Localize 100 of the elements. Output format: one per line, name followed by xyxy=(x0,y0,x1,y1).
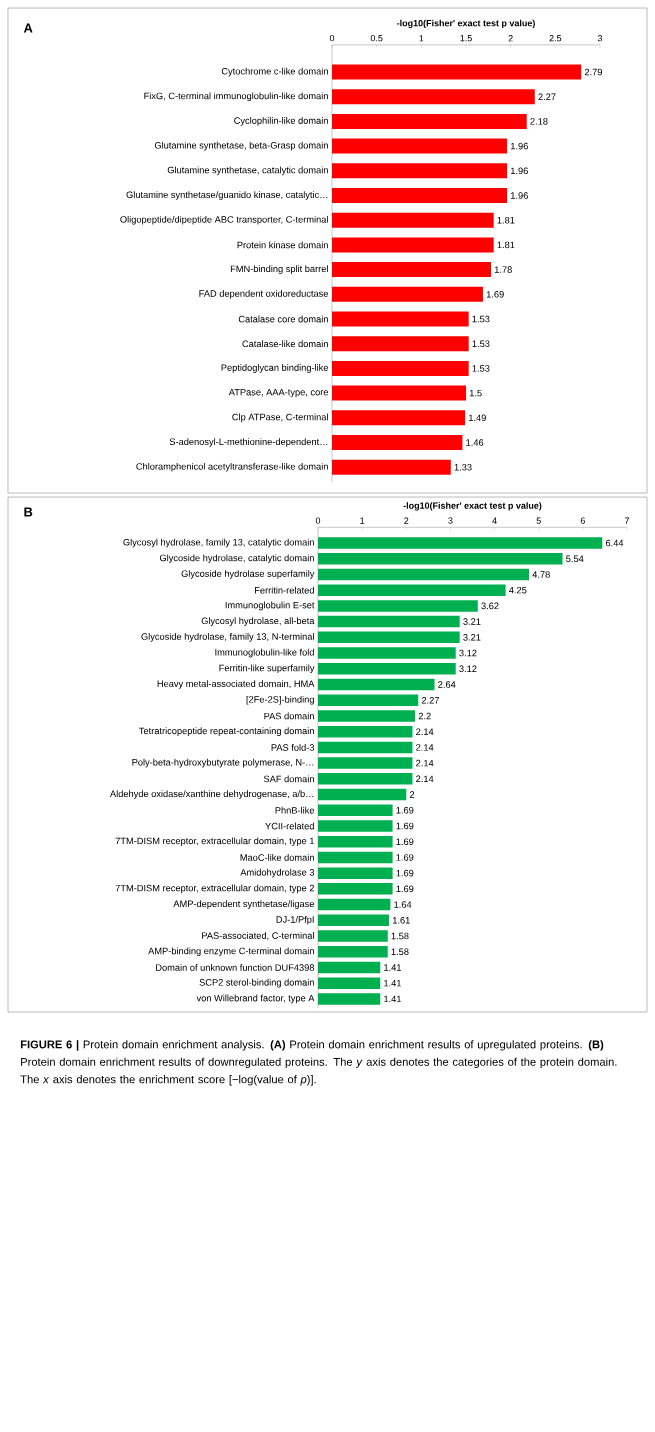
y-tick-label: Cytochrome c-like domain xyxy=(221,67,328,77)
data-label: 3.62 xyxy=(481,602,499,610)
data-label: 3.12 xyxy=(459,649,477,657)
data-label: 2.64 xyxy=(438,681,456,688)
x-tick-label: 0 xyxy=(315,517,321,524)
y-tick-label: S-adenosyl-L-methionine-dependent… xyxy=(169,438,328,447)
x-tick-label: 1 xyxy=(360,517,365,524)
bar xyxy=(318,820,393,832)
x-tick-label: 1 xyxy=(419,35,424,42)
text: B xyxy=(24,507,33,517)
bar xyxy=(318,883,393,895)
data-label: 1.53 xyxy=(472,340,490,347)
y-tick-label: Tetratricopeptide repeat-containing domain xyxy=(139,727,314,736)
data-label: 1.61 xyxy=(392,917,410,924)
y-tick-label: Chloramphenicol acetyltransferase-like domain xyxy=(136,462,328,472)
data-label: 1.49 xyxy=(469,414,486,422)
data-label: 1.58 xyxy=(391,932,409,940)
y-tick-label: SCP2 sterol-binding domain xyxy=(199,978,314,988)
data-label: 6.44 xyxy=(605,539,624,547)
bar xyxy=(318,757,413,769)
bar xyxy=(332,89,535,105)
data-label: 1.96 xyxy=(510,167,528,175)
data-label: 1.81 xyxy=(497,216,515,224)
y-tick-label: Glycoside hydrolase, catalytic domain xyxy=(159,554,314,564)
y-tick-label: 7TM-DISM receptor, extracellular domain, type 1 xyxy=(115,837,315,847)
data-label: 1.81 xyxy=(497,241,515,249)
bar xyxy=(332,410,466,426)
data-label: 4.78 xyxy=(532,571,550,578)
bar xyxy=(318,678,435,691)
data-label: 1.69 xyxy=(396,822,414,830)
bar xyxy=(318,788,407,801)
y-tick-label: Glycosyl hydrolase, family 13, catalytic domain xyxy=(123,538,314,548)
data-label: 2.27 xyxy=(421,696,439,704)
bar xyxy=(318,694,419,706)
bar xyxy=(318,773,413,785)
data-label: 1.78 xyxy=(494,266,512,273)
data-label: 1.58 xyxy=(391,948,409,956)
data-label: 1.33 xyxy=(454,463,472,471)
y-tick-label: von Willebrand factor, type A xyxy=(196,994,315,1004)
y-tick-label: Glutamine synthetase/guanido kinase, catalytic… xyxy=(126,191,328,200)
bar xyxy=(332,262,492,278)
data-label: 1.53 xyxy=(472,315,490,323)
y-tick-label: Immunoglobulin-like fold xyxy=(215,648,314,658)
data-label: 2.27 xyxy=(538,93,556,100)
data-label: 1.46 xyxy=(466,439,484,446)
y-tick-label: Heavy metal-associated domain, HMA xyxy=(157,680,315,689)
data-label: 1.96 xyxy=(510,142,528,150)
data-label: 2.14 xyxy=(416,728,434,735)
y-tick-label: FixG, C-terminal immunoglobulin-like domain xyxy=(144,92,328,102)
y-tick-label: [2Fe-2S]-binding xyxy=(246,695,314,705)
bar xyxy=(332,113,527,129)
bar xyxy=(318,961,381,974)
bar xyxy=(318,647,456,659)
bar xyxy=(318,600,478,612)
y-tick-label: Immunoglobulin E-set xyxy=(225,601,315,611)
bar xyxy=(318,552,563,565)
y-tick-label: ATPase, AAA-type, core xyxy=(228,388,329,398)
data-label: 1.96 xyxy=(510,192,528,199)
bar xyxy=(318,835,393,848)
bar xyxy=(332,336,469,352)
x-tick-label: 6 xyxy=(580,517,585,524)
y-tick-label: Peptidoglycan binding-like xyxy=(221,364,329,373)
x-axis-title: -log10(Fisher' exact test p value) xyxy=(397,19,535,29)
y-tick-label: PAS domain xyxy=(264,712,314,720)
bar xyxy=(318,867,393,879)
bar xyxy=(332,237,494,253)
bar xyxy=(318,977,381,989)
y-tick-label: Cyclophilin-like domain xyxy=(234,117,328,126)
x-tick-label: 2 xyxy=(508,35,513,42)
y-tick-label: Ferritin-like superfamily xyxy=(219,664,315,674)
y-tick-label: Amidohydrolase 3 xyxy=(240,868,315,878)
data-label: 3.21 xyxy=(463,634,481,641)
data-label: 1.69 xyxy=(396,869,414,877)
y-tick-label: PhnB-like xyxy=(275,806,315,814)
data-label: 2.14 xyxy=(416,775,434,783)
x-tick-label: 3 xyxy=(448,517,453,524)
bar xyxy=(318,898,391,911)
data-label: 1.69 xyxy=(396,838,414,845)
bar xyxy=(332,138,508,154)
y-tick-label: Protein kinase domain xyxy=(237,241,328,249)
y-tick-label: Clp ATPase, C-terminal xyxy=(232,413,328,423)
bar xyxy=(332,212,494,228)
bar xyxy=(332,286,483,302)
bar xyxy=(318,631,460,644)
bar xyxy=(318,993,381,1005)
y-tick-label: Glycoside hydrolase, family 13, N-terminal xyxy=(141,633,314,642)
y-tick-label: PAS fold-3 xyxy=(271,743,315,751)
bar xyxy=(318,663,456,675)
x-tick-label: 0 xyxy=(329,34,335,42)
bar xyxy=(318,615,460,628)
y-tick-label: SAF domain xyxy=(263,775,314,783)
y-tick-label: Domain of unknown function DUF4398 xyxy=(156,964,315,971)
y-tick-label: Glutamine synthetase, catalytic domain xyxy=(167,166,328,176)
x-tick-label: 7 xyxy=(624,517,630,524)
bar xyxy=(318,741,413,754)
bar xyxy=(332,360,469,376)
x-tick-label: 0.5 xyxy=(370,34,383,42)
data-label: 2 xyxy=(409,791,415,798)
y-tick-label: Poly-beta-hydroxybutyrate polymerase, N-… xyxy=(132,758,314,768)
bar xyxy=(332,311,469,327)
